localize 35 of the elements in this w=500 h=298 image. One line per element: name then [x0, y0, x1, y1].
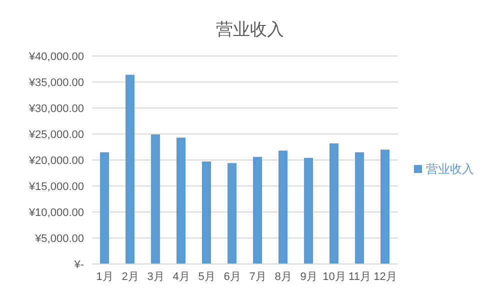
legend-label: 营业收入: [426, 162, 474, 176]
bar: [330, 143, 338, 264]
bar: [126, 74, 134, 264]
chart-title: 营业收入: [215, 19, 285, 41]
y-tick-label: ¥25,000.00: [28, 128, 84, 141]
x-tick-label: 2月: [122, 270, 139, 283]
x-tick-label: 10月: [322, 270, 346, 283]
y-tick-label: ¥15,000.00: [28, 180, 84, 193]
x-tick-label: 1月: [96, 270, 114, 283]
y-tick-label: ¥10,000.00: [28, 206, 84, 219]
y-tick-label: ¥30,000.00: [28, 102, 84, 115]
x-tick-label: 4月: [172, 270, 190, 283]
x-tick-label: 8月: [274, 270, 292, 283]
x-tick-label: 12月: [374, 270, 397, 283]
y-tick-label: ¥5,000.00: [34, 232, 84, 245]
x-tick-label: 11月: [348, 270, 371, 283]
bar: [380, 150, 390, 264]
y-tick-label: ¥35,000.00: [28, 76, 84, 89]
bar: [100, 152, 109, 264]
bar: [278, 150, 288, 264]
bar: [253, 156, 262, 264]
x-tick-label: 3月: [147, 270, 164, 283]
bar: [151, 134, 160, 264]
y-tick-label: ¥20,000.00: [28, 154, 84, 167]
x-tick-label: 9月: [300, 270, 318, 283]
bar: [304, 158, 313, 264]
bar: [176, 138, 186, 264]
y-tick-label: ¥-: [73, 258, 84, 271]
bar: [202, 162, 211, 264]
x-tick-label: 7月: [249, 270, 266, 283]
x-tick-label: 6月: [224, 270, 241, 283]
y-tick-label: ¥40,000.00: [28, 50, 84, 63]
bar: [355, 152, 364, 264]
x-tick-label: 5月: [198, 270, 216, 283]
bar: [228, 163, 236, 264]
